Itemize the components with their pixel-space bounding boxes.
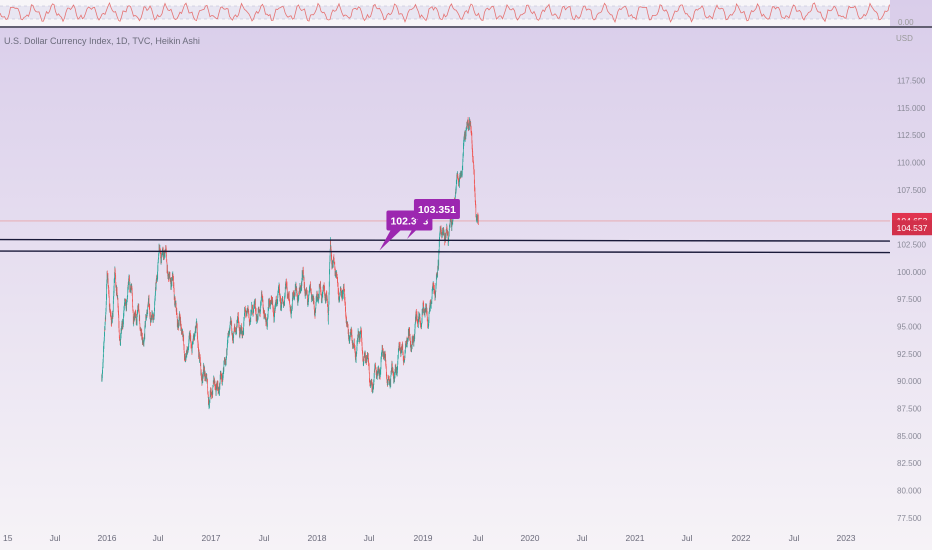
oscillator-axis-label: 0.00 (898, 18, 914, 27)
chart-title: U.S. Dollar Currency Index, 1D, TVC, Hei… (4, 36, 200, 46)
x-tick-label: Jul (259, 533, 270, 543)
y-tick-label: 95.000 (897, 323, 922, 332)
x-tick-label: 2020 (521, 533, 540, 543)
price-callout[interactable]: 103.351 (406, 199, 460, 240)
price-markers: 104.653104.537 (892, 212, 932, 236)
oscillator-line (0, 1, 890, 23)
x-tick-label: Jul (577, 533, 588, 543)
y-tick-label: 87.500 (897, 405, 922, 414)
time-axis[interactable]: 15 Jul 2016 Jul 2017 Jul 2018 Jul 2019 Jul 2020 Jul… (3, 533, 856, 543)
x-tick-label: 2023 (837, 533, 856, 543)
y-tick-label: 110.000 (897, 159, 926, 168)
y-tick-label: 97.500 (897, 295, 922, 304)
y-tick-label: 102.500 (897, 241, 926, 250)
support-level-line[interactable] (0, 250, 891, 254)
price-axis[interactable]: USD 117.500 115.000 112.500 110.000 107.500 1… (896, 34, 926, 523)
y-tick-label: 117.500 (897, 77, 926, 86)
x-tick-label: Jul (364, 533, 375, 543)
x-tick-label: Jul (153, 533, 164, 543)
y-tick-label: 85.000 (897, 432, 922, 441)
y-tick-label: 100.000 (897, 268, 926, 277)
y-tick-label: 92.500 (897, 350, 922, 359)
candles (101, 117, 479, 410)
support-level-line[interactable] (0, 238, 891, 242)
currency-label: USD (896, 34, 913, 43)
callout-box (413, 199, 460, 220)
x-tick-label: 2019 (414, 533, 433, 543)
y-tick-label: 115.000 (897, 104, 926, 113)
callout-pointer (379, 230, 401, 251)
price-marker-label: 104.537 (897, 223, 928, 233)
x-tick-label: Jul (682, 533, 693, 543)
x-tick-label: 2016 (98, 533, 117, 543)
x-tick-label: 15 (3, 533, 13, 543)
x-tick-label: 2022 (732, 533, 751, 543)
y-tick-label: 90.000 (897, 377, 922, 386)
level-price-marker (892, 220, 932, 236)
x-tick-label: Jul (50, 533, 61, 543)
y-tick-label: 112.500 (897, 131, 926, 140)
y-tick-label: 77.500 (897, 514, 922, 523)
y-tick-label: 107.500 (897, 186, 926, 195)
x-tick-label: 2021 (626, 533, 645, 543)
horizontal-levels[interactable] (0, 238, 891, 254)
x-tick-label: 2018 (308, 533, 327, 543)
x-tick-label: 2017 (202, 533, 221, 543)
callout-pointer (406, 219, 428, 240)
y-tick-label: 80.000 (897, 487, 922, 496)
callout-label: 103.351 (418, 204, 456, 216)
x-tick-label: Jul (473, 533, 484, 543)
oscillator-pane[interactable]: 0.00 (0, 0, 914, 27)
y-tick-label: 82.500 (897, 459, 922, 468)
x-tick-label: Jul (789, 533, 800, 543)
